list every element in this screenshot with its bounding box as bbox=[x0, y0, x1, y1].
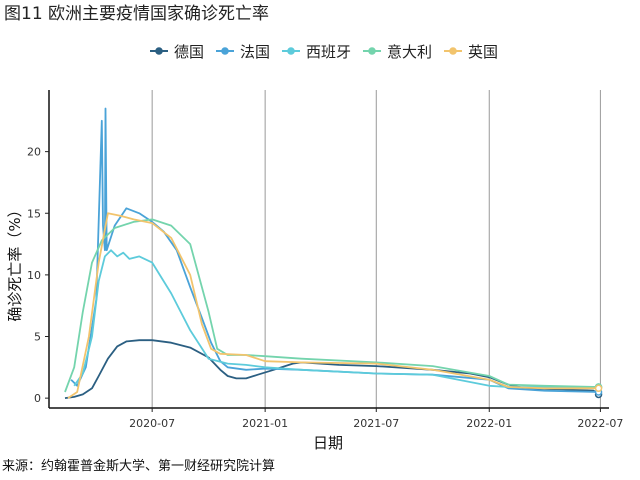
x-tick-label: 2021-07 bbox=[353, 417, 399, 430]
legend-item-1: 法国 bbox=[216, 43, 270, 61]
x-axis-label: 日期 bbox=[313, 434, 343, 452]
legend-swatch-dot-3 bbox=[368, 47, 376, 55]
legend-label: 英国 bbox=[468, 43, 498, 61]
series-line-4 bbox=[67, 212, 599, 399]
series-line-1 bbox=[70, 107, 599, 393]
x-tick-label: 2022-01 bbox=[466, 417, 512, 430]
y-tick-label: 10 bbox=[27, 269, 41, 282]
legend-item-4: 英国 bbox=[444, 43, 498, 61]
series-line-2 bbox=[73, 249, 599, 388]
legend-item-3: 意大利 bbox=[363, 43, 432, 61]
legend-swatch-dot-4 bbox=[449, 47, 457, 55]
series-line-3 bbox=[64, 218, 599, 393]
chart-title: 图11 欧洲主要疫情国家确诊死亡率 bbox=[4, 4, 269, 24]
legend-item-0: 德国 bbox=[150, 43, 204, 61]
y-tick-label: 0 bbox=[34, 392, 41, 405]
legend-label: 西班牙 bbox=[306, 43, 351, 61]
grid-lines bbox=[151, 90, 601, 408]
legend-label: 德国 bbox=[174, 43, 204, 61]
y-axis-label: 确诊死亡率（%） bbox=[6, 202, 24, 321]
x-tick-label: 2021-01 bbox=[242, 417, 288, 430]
source-note: 来源：约翰霍普金斯大学、第一财经研究院计算 bbox=[2, 458, 275, 474]
x-tick-label: 2022-07 bbox=[577, 417, 623, 430]
legend-label: 法国 bbox=[240, 43, 270, 61]
series-lines bbox=[64, 107, 603, 399]
y-axis-ticks: 0 5 10 15 20 bbox=[27, 146, 49, 405]
x-tick-label: 2020-07 bbox=[129, 417, 175, 430]
legend: 德国 法国 西班牙 意大利 英国 bbox=[150, 43, 498, 61]
legend-item-2: 西班牙 bbox=[282, 43, 351, 61]
x-axis-ticks: 2020-07 2021-01 2021-07 2022-01 2022-07 bbox=[129, 408, 623, 430]
legend-swatch-dot-2 bbox=[287, 47, 295, 55]
y-tick-label: 20 bbox=[27, 146, 41, 159]
legend-label: 意大利 bbox=[387, 43, 432, 61]
y-tick-label: 15 bbox=[27, 207, 41, 220]
y-tick-label: 5 bbox=[34, 331, 41, 344]
axes bbox=[48, 90, 609, 409]
legend-swatch-dot-1 bbox=[221, 47, 229, 55]
legend-swatch-dot-0 bbox=[155, 47, 163, 55]
series-line-0 bbox=[64, 339, 600, 399]
series-end-marker-4 bbox=[594, 384, 603, 393]
